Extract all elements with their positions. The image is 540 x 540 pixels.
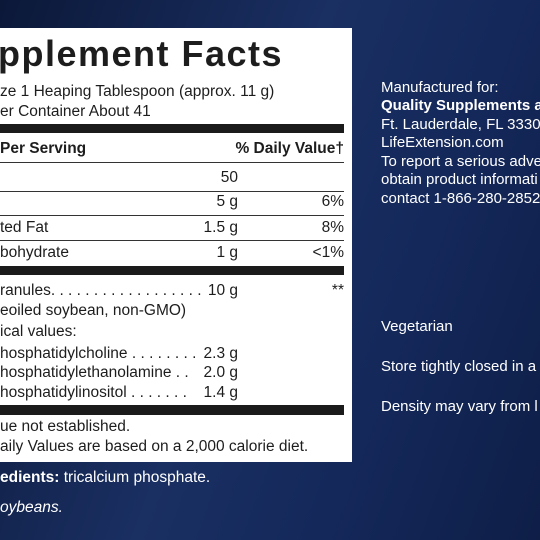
footnote: ue not established.	[0, 418, 131, 435]
header-left: Per Serving	[0, 140, 87, 157]
title: pplement Facts	[0, 33, 284, 74]
rule	[0, 405, 344, 415]
amount: 2.0 g	[203, 364, 238, 381]
note: Vegetarian	[381, 318, 453, 335]
manufacturer: Manufactured for:	[381, 79, 499, 96]
daily-value: 6%	[321, 193, 344, 210]
manufacturer: Quality Supplements an	[381, 97, 540, 114]
rule	[0, 240, 344, 241]
rule	[0, 162, 344, 163]
servings: er Container About 41	[0, 103, 151, 120]
amount: 50	[220, 169, 238, 186]
amount: 2.3 g	[203, 345, 238, 362]
daily-value: <1%	[312, 244, 344, 261]
text: tricalcium phosphate.	[59, 469, 211, 486]
label: bohydrate	[0, 244, 69, 261]
manufacturer: LifeExtension.com	[381, 134, 504, 151]
amount: 1 g	[216, 244, 238, 261]
rule	[0, 124, 344, 133]
rule	[0, 191, 344, 192]
label: edients:	[0, 469, 60, 486]
label: ranules. . . . . . . . . . . . . . . . .…	[0, 282, 202, 299]
label: hosphatidylinositol . . . . . . .	[0, 384, 187, 401]
manufacturer: Ft. Lauderdale, FL 33309	[381, 116, 540, 133]
manufacturer: contact 1-866-280-2852	[381, 190, 540, 207]
label: hosphatidylcholine . . . . . . . .	[0, 345, 197, 362]
label: ted Fat	[0, 219, 49, 236]
footnote: aily Values are based on a 2,000 calorie…	[0, 438, 309, 455]
allergen: oybeans.	[0, 499, 63, 516]
note: Density may vary from l	[381, 398, 538, 415]
amount: 5 g	[216, 193, 238, 210]
manufacturer: obtain product informati	[381, 171, 538, 188]
rule	[0, 215, 344, 216]
amount: 1.4 g	[203, 384, 238, 401]
amount: 10 g	[207, 282, 238, 299]
source: eoiled soybean, non-GMO)	[0, 302, 187, 319]
daily-value: 8%	[321, 219, 344, 236]
serving-size: ze 1 Heaping Tablespoon (approx. 11 g)	[0, 83, 275, 100]
other-ingredients: edients: tricalcium phosphate.	[0, 469, 210, 487]
daily-value: **	[331, 282, 344, 299]
note: Store tightly closed in a	[381, 358, 537, 375]
supplement-facts-panel: pplement Facts ze 1 Heaping Tablespoon (…	[0, 28, 352, 462]
rule	[0, 266, 344, 275]
header-right: % Daily Value†	[235, 140, 344, 157]
manufacturer: To report a serious adve	[381, 153, 540, 170]
typical: ical values:	[0, 323, 77, 340]
amount: 1.5 g	[203, 219, 238, 236]
label: hosphatidylethanolamine . .	[0, 364, 189, 381]
